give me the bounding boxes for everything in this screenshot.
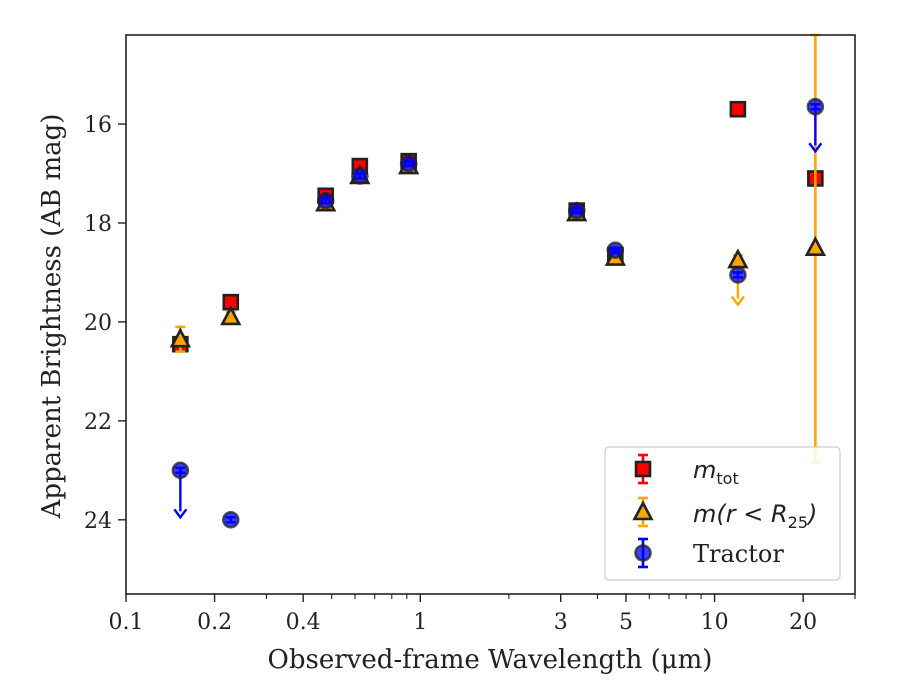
data-point	[351, 167, 369, 185]
marker	[399, 154, 418, 173]
data-point	[169, 325, 192, 353]
marker	[316, 191, 335, 210]
marker	[567, 201, 586, 220]
legend-markers	[632, 453, 654, 569]
marker	[220, 305, 242, 326]
x-tick-label: 3	[554, 610, 568, 635]
x-tick-label: 5	[619, 610, 633, 635]
marker	[171, 461, 190, 480]
y-tick-label: 24	[84, 509, 112, 534]
marker	[221, 510, 240, 529]
legend-label-mtot: mtot	[693, 456, 739, 488]
marker	[727, 248, 749, 269]
data-point	[171, 461, 190, 520]
limit-arrow-head	[808, 142, 823, 154]
data-point	[806, 97, 825, 154]
legend-marker-tractor	[634, 537, 652, 569]
legend-marker-symbol	[632, 500, 654, 521]
x-tick-label: 0.2	[197, 610, 232, 635]
marker	[806, 97, 825, 116]
legend-box	[604, 446, 841, 581]
y-tick-label: 20	[84, 311, 112, 336]
series-tractor	[171, 97, 825, 529]
series-mtot	[172, 100, 824, 353]
marker	[804, 235, 827, 257]
legend-label-mr25-main: m(r < R	[693, 500, 788, 528]
marker	[729, 266, 747, 284]
legend-label-mtot-sub: tot	[716, 469, 738, 488]
y-axis-label: Apparent Brightness (AB mag)	[37, 114, 67, 520]
data-point	[567, 201, 586, 220]
marker	[729, 100, 747, 118]
marker	[351, 167, 369, 185]
legend-marker-mr25	[632, 496, 654, 528]
x-tick-label: 20	[789, 610, 817, 635]
data-series	[169, 33, 827, 529]
series-mr25	[169, 33, 827, 465]
limit-arrow-head	[173, 508, 188, 520]
legend-label-mr25: m(r < R25)	[693, 500, 817, 532]
data-point	[729, 266, 747, 284]
plot-frame	[125, 34, 856, 595]
marker	[169, 327, 192, 348]
data-point	[316, 191, 335, 210]
legend-label-mtot-main: m	[693, 456, 716, 484]
x-tick-label: 0.4	[286, 610, 321, 635]
axis-ticks: 0.1 0.2 0.4 1 3 5 10 20 16 18 20 22 24	[84, 113, 856, 635]
legend: mtot m(r < R25) Tractor	[604, 446, 841, 581]
y-tick-label: 18	[84, 212, 112, 237]
legend-marker-symbol	[634, 544, 652, 562]
x-axis-label: Observed-frame Wavelength (μm)	[268, 645, 713, 675]
data-point	[399, 154, 418, 173]
data-point	[220, 305, 242, 326]
legend-label-tractor: Tractor	[693, 540, 784, 568]
x-tick-label: 0.1	[109, 610, 144, 635]
y-tick-label: 22	[84, 410, 112, 435]
x-tick-label: 10	[701, 610, 729, 635]
limit-arrow-head	[730, 295, 745, 307]
y-tick-label: 16	[84, 113, 112, 138]
marker	[606, 241, 625, 259]
legend-label-mr25-sub: 25	[788, 513, 808, 532]
legend-label-mr25-tail: )	[806, 500, 817, 528]
data-point	[221, 510, 240, 529]
legend-marker-symbol	[634, 460, 652, 478]
x-tick-label: 1	[413, 610, 427, 635]
legend-marker-mtot	[634, 453, 652, 485]
data-point	[729, 100, 747, 118]
data-point	[606, 241, 625, 259]
